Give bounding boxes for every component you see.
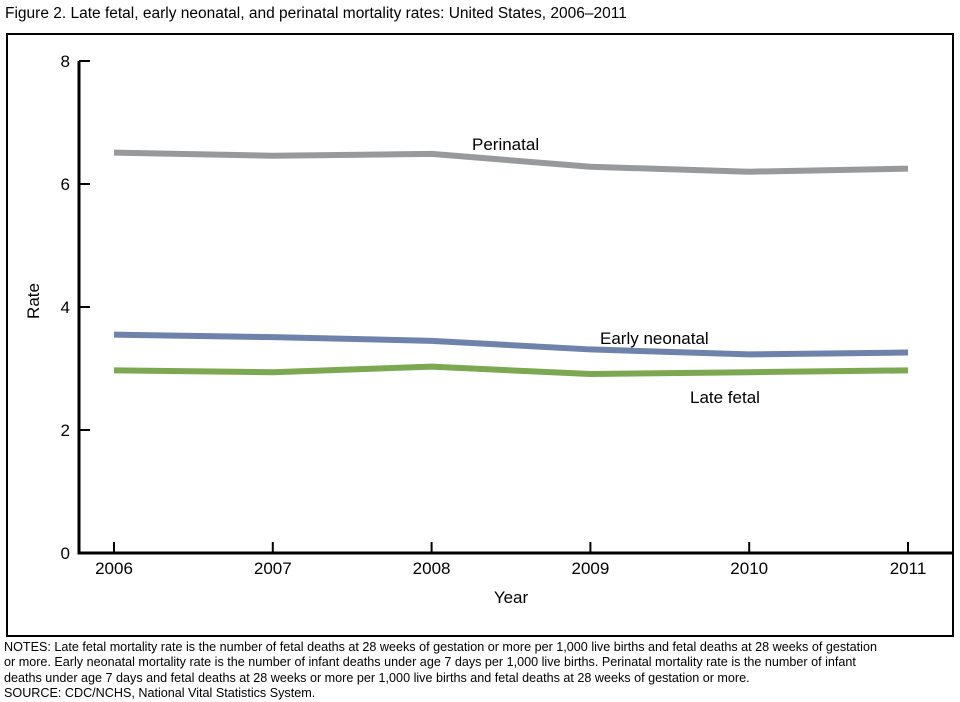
series-line-late-fetal bbox=[113, 363, 909, 378]
series-label-early-neonatal: Early neonatal bbox=[600, 329, 709, 348]
figure-notes: NOTES: Late fetal mortality rate is the … bbox=[4, 640, 956, 702]
series-line-perinatal bbox=[113, 149, 909, 175]
notes-line: NOTES: Late fetal mortality rate is the … bbox=[4, 640, 877, 654]
figure-title: Figure 2. Late fetal, early neonatal, an… bbox=[5, 5, 627, 22]
chart-frame: 0 2 4 6 8 2006 2007 2008 2009 2010 2011 Year Rate Per… bbox=[6, 33, 954, 637]
source-line: SOURCE: CDC/NCHS, National Vital Statist… bbox=[4, 686, 316, 701]
x-tick-label: 2007 bbox=[254, 559, 292, 578]
x-axis-title: Year bbox=[494, 588, 529, 607]
series-label-late-fetal: Late fetal bbox=[690, 388, 760, 407]
y-tick-label: 4 bbox=[61, 298, 70, 317]
x-tick-label: 2010 bbox=[730, 559, 768, 578]
x-tick-label: 2008 bbox=[413, 559, 451, 578]
y-tick-label: 6 bbox=[61, 175, 70, 194]
x-tick-label: 2009 bbox=[571, 559, 609, 578]
notes-line: or more. Early neonatal mortality rate i… bbox=[4, 655, 856, 670]
notes-line: deaths under age 7 days and fetal deaths… bbox=[4, 670, 750, 685]
chart-canvas: 0 2 4 6 8 2006 2007 2008 2009 2010 2011 Year Rate Per… bbox=[24, 52, 952, 607]
y-tick-label: 2 bbox=[61, 421, 70, 440]
x-tick-label: 2006 bbox=[95, 559, 133, 578]
series-line-early-neonatal bbox=[113, 331, 909, 358]
x-tick-label: 2011 bbox=[890, 559, 927, 578]
y-tick-label: 0 bbox=[61, 544, 70, 563]
series-label-perinatal: Perinatal bbox=[472, 135, 539, 154]
y-tick-label: 8 bbox=[61, 52, 70, 71]
y-axis-title: Rate bbox=[24, 283, 43, 319]
